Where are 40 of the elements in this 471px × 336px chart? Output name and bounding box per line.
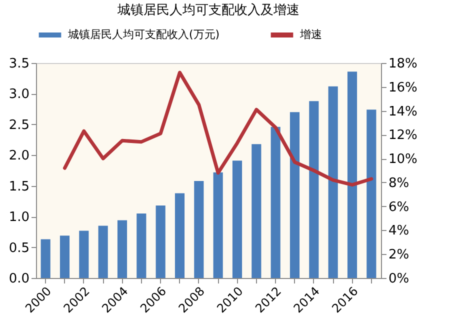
y-tick-label: 0.0 bbox=[8, 272, 30, 286]
y2-tick-label: 10% bbox=[388, 152, 418, 168]
y-tick-label: 3.5 bbox=[8, 56, 30, 72]
y2-tick-label: 16% bbox=[388, 80, 418, 96]
y-tick-label: 2.0 bbox=[8, 148, 30, 164]
y-tick-label: 1.5 bbox=[8, 179, 30, 194]
bar bbox=[136, 214, 146, 278]
chart-title: 城镇居民人均可支配收入及增速 bbox=[116, 3, 300, 18]
y2-tick-label: 14% bbox=[388, 104, 418, 120]
bar bbox=[213, 172, 223, 278]
bar bbox=[290, 112, 300, 278]
legend-label: 增速 bbox=[299, 28, 322, 41]
y-tick-label: 1.0 bbox=[8, 210, 30, 226]
y-tick-label: 2.5 bbox=[8, 118, 30, 133]
line-series bbox=[63, 70, 374, 187]
bar bbox=[194, 180, 204, 278]
y2-tick-label: 4% bbox=[388, 224, 410, 239]
y2-tick-label: 2% bbox=[388, 248, 410, 263]
legend-label: 城镇居民人均可支配收入(万元) bbox=[67, 28, 220, 41]
bar bbox=[40, 239, 50, 278]
y2-tick-label: 8% bbox=[388, 176, 410, 191]
bar bbox=[328, 86, 338, 278]
y2-tick-label: 6% bbox=[388, 200, 410, 215]
y2-tick-label: 12% bbox=[388, 128, 418, 144]
y-tick-label: 3.0 bbox=[8, 87, 30, 102]
bar bbox=[366, 110, 376, 278]
bar bbox=[117, 220, 128, 278]
bar bbox=[79, 230, 89, 278]
y2-tick-label: 0% bbox=[388, 272, 410, 286]
bar bbox=[174, 193, 185, 278]
bar bbox=[98, 226, 108, 278]
bar bbox=[232, 160, 242, 278]
y-tick-label: 0.5 bbox=[8, 240, 30, 256]
bar bbox=[270, 126, 280, 278]
bar bbox=[347, 72, 358, 278]
bar bbox=[309, 101, 319, 278]
bar bbox=[156, 206, 166, 278]
y2-tick-label: 18% bbox=[388, 56, 418, 72]
bar bbox=[252, 144, 262, 278]
bar bbox=[60, 236, 70, 278]
